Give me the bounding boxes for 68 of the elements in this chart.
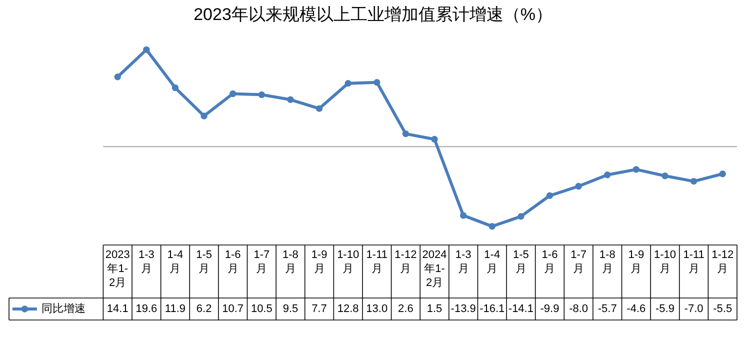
data-label: -13.9 xyxy=(450,303,476,315)
point xyxy=(316,105,323,112)
x-tick-label: 1-10月 xyxy=(654,249,676,275)
point xyxy=(575,182,582,190)
x-tick-label: 1-11月 xyxy=(683,249,704,275)
data-label: 10.7 xyxy=(222,303,244,315)
x-tick-label: 1-9月 xyxy=(628,249,644,275)
x-tick-label: 1-4月 xyxy=(484,249,500,275)
data-label: -5.9 xyxy=(655,303,674,315)
x-tick-label: 1-10月 xyxy=(337,249,360,275)
data-label: 2.6 xyxy=(398,303,414,315)
point xyxy=(172,84,179,92)
x-tick-label: 1-12月 xyxy=(712,249,734,275)
x-tick-label: 2023年1-2月 xyxy=(105,249,130,289)
x-tick-label: 1-11月 xyxy=(366,249,388,275)
data-label: -4.6 xyxy=(626,303,646,315)
data-label: -9.9 xyxy=(540,303,560,315)
point xyxy=(200,112,208,120)
point xyxy=(229,90,236,98)
x-tick-label: 1-5月 xyxy=(512,249,529,275)
point xyxy=(488,222,496,230)
data-label: -5.7 xyxy=(598,303,617,315)
data-label: 7.7 xyxy=(312,303,327,315)
x-tick-label: 1-8月 xyxy=(599,249,616,275)
point xyxy=(719,170,726,178)
x-tick-label: 1-6月 xyxy=(224,249,241,275)
x-tick-label: 1-3月 xyxy=(138,249,154,275)
point xyxy=(546,192,554,199)
legend-label: 同比增速 xyxy=(41,302,86,315)
data-label: -7.0 xyxy=(684,303,704,315)
point xyxy=(632,166,640,173)
point xyxy=(287,96,294,103)
x-tick-label: 1-7月 xyxy=(570,249,587,275)
point xyxy=(431,136,438,143)
point xyxy=(114,74,121,80)
point xyxy=(662,172,668,180)
x-tick-label: 1-5月 xyxy=(196,249,212,275)
x-tick-label: 2024年1-2月 xyxy=(422,249,447,289)
chart-title: 2023年以来规模以上工业增加值累计增速（%） xyxy=(194,5,553,24)
x-tick-label: 1-7月 xyxy=(254,249,270,275)
data-label: -8.0 xyxy=(569,303,588,315)
data-label: 10.5 xyxy=(250,303,272,315)
x-tick-label: 1-6月 xyxy=(542,249,558,275)
data-label: 9.5 xyxy=(282,303,298,315)
data-label: 19.6 xyxy=(136,303,158,315)
data-label: 6.2 xyxy=(196,303,212,315)
point xyxy=(604,172,611,178)
point xyxy=(460,212,467,219)
data-label: -5.5 xyxy=(713,303,732,315)
data-label: 13.0 xyxy=(366,303,388,315)
x-tick-label: 1-8月 xyxy=(282,249,298,275)
data-label: 12.8 xyxy=(337,303,359,315)
data-label: 14.1 xyxy=(106,303,128,315)
data-label: 1.5 xyxy=(426,303,442,315)
data-label: 11.9 xyxy=(164,303,186,315)
data-label: -14.1 xyxy=(508,303,534,315)
x-tick-label: 1-12月 xyxy=(394,249,417,275)
x-tick-label: 1-9月 xyxy=(311,249,328,275)
x-tick-label: 1-3月 xyxy=(455,249,472,275)
data-label: -16.1 xyxy=(480,303,505,315)
point xyxy=(143,46,150,54)
point xyxy=(518,213,524,220)
point xyxy=(690,178,698,185)
point xyxy=(258,91,266,98)
point xyxy=(402,130,410,138)
x-tick-label: 1-4月 xyxy=(167,249,184,275)
point xyxy=(374,78,380,86)
point xyxy=(344,80,352,87)
